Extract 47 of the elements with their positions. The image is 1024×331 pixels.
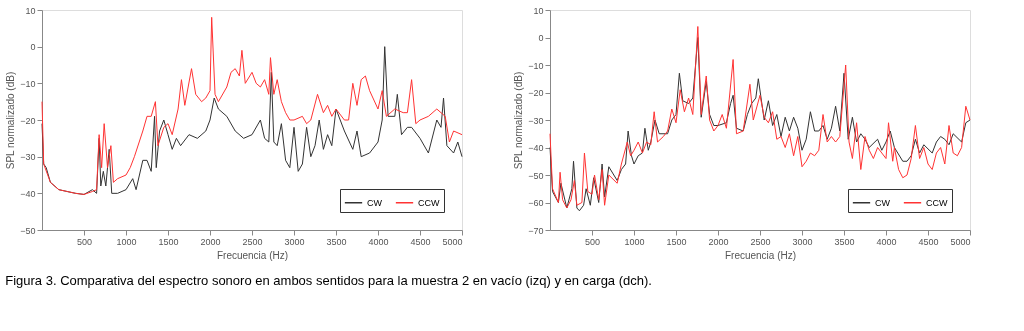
legend-label: CW bbox=[367, 197, 383, 208]
y-tick-label: −20 bbox=[528, 88, 544, 98]
y-tick-label: −30 bbox=[20, 152, 36, 163]
x-tick-label: 3500 bbox=[326, 236, 347, 247]
x-tick-label: 2500 bbox=[242, 236, 263, 247]
y-tick-label: −10 bbox=[528, 60, 544, 71]
y-tick-label: −40 bbox=[528, 143, 544, 153]
legend-label: CCW bbox=[418, 197, 440, 208]
x-axis-title: Frecuencia (Hz) bbox=[216, 249, 289, 261]
y-tick-label: −50 bbox=[20, 225, 36, 236]
legend-label: CW bbox=[875, 197, 891, 208]
x-tick-label: 1000 bbox=[624, 236, 645, 247]
y-tick-label: 0 bbox=[30, 42, 36, 53]
y-axis-title: SPL normalizado (dB) bbox=[5, 71, 17, 170]
y-tick-label: −60 bbox=[528, 198, 544, 208]
legend-label: CCW bbox=[926, 197, 948, 208]
x-tick-label: 4000 bbox=[368, 236, 389, 247]
x-tick-label: 1500 bbox=[158, 236, 179, 247]
y-tick-label: 10 bbox=[25, 5, 36, 16]
y-tick-label: 10 bbox=[533, 5, 544, 16]
x-tick-label: 3000 bbox=[792, 236, 813, 247]
x-tick-label: 3500 bbox=[834, 236, 855, 247]
y-tick-label: −40 bbox=[20, 188, 36, 199]
y-tick-label: −10 bbox=[20, 78, 36, 89]
x-tick-label: 500 bbox=[76, 236, 93, 247]
x-tick-label: 1500 bbox=[666, 236, 687, 247]
line-series bbox=[41, 46, 463, 195]
y-tick-label: −20 bbox=[20, 115, 36, 126]
y-tick-label: −30 bbox=[528, 115, 544, 126]
x-tick-label: 2000 bbox=[200, 236, 221, 247]
x-tick-label: 3000 bbox=[284, 236, 305, 247]
x-tick-label: 5000 bbox=[442, 236, 463, 247]
y-tick-label: −70 bbox=[528, 225, 544, 236]
y-tick-label: 0 bbox=[538, 33, 544, 43]
x-axis-title: Frecuencia (Hz) bbox=[724, 249, 797, 261]
x-tick-label: 1000 bbox=[116, 236, 137, 247]
x-tick-label: 500 bbox=[584, 236, 601, 247]
x-tick-label: 4500 bbox=[918, 236, 939, 247]
y-axis-title: SPL normalizado (dB) bbox=[513, 71, 525, 170]
text: Figura 3. Comparativa del espectro sonoro en ambos sentidos para la muestra 2 en vacío (izq) y en carga (dch). bbox=[5, 272, 652, 288]
x-tick-label: 2000 bbox=[708, 236, 729, 247]
y-tick-label: −50 bbox=[528, 170, 544, 181]
x-tick-label: 4000 bbox=[876, 236, 897, 247]
line-series bbox=[41, 16, 463, 195]
x-tick-label: 5000 bbox=[950, 236, 971, 247]
x-tick-label: 4500 bbox=[410, 236, 431, 247]
x-tick-label: 2500 bbox=[750, 236, 771, 247]
